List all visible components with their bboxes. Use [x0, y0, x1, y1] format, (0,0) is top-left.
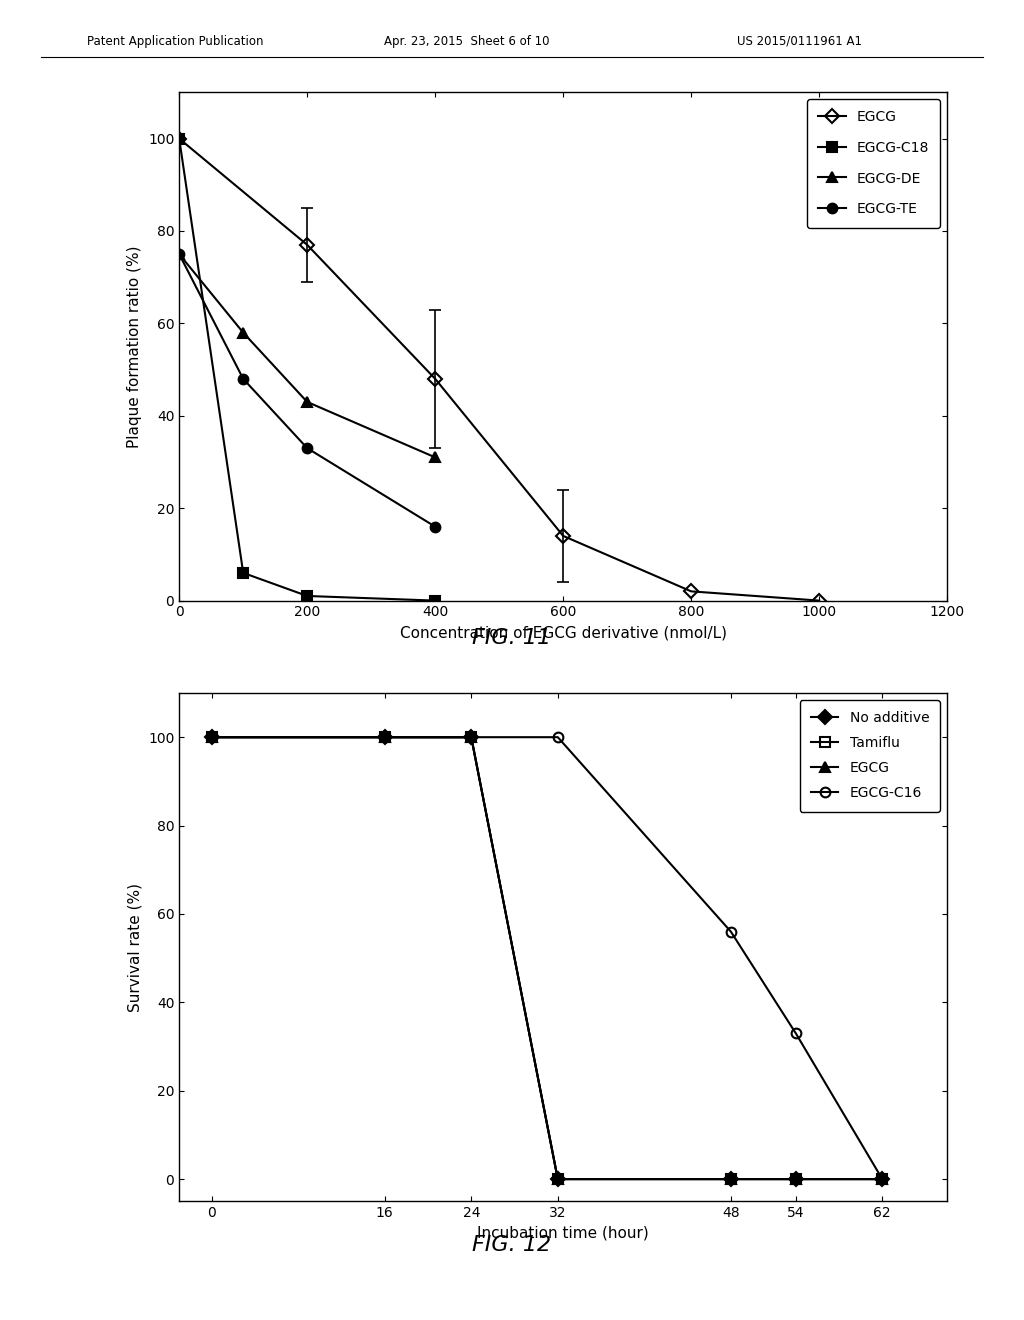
- EGCG-C18: [301, 587, 313, 603]
- Tamiflu: [725, 1171, 737, 1187]
- Line: EGCG: EGCG: [207, 733, 887, 1184]
- EGCG-C16: [379, 729, 391, 744]
- No additive: [790, 1171, 802, 1187]
- EGCG: [429, 371, 441, 387]
- Line: EGCG-DE: EGCG-DE: [174, 249, 440, 462]
- Line: Tamiflu: Tamiflu: [207, 733, 887, 1184]
- EGCG-C16: [552, 729, 564, 744]
- Text: FIG. 12: FIG. 12: [472, 1236, 552, 1255]
- Line: EGCG-C16: EGCG-C16: [207, 733, 887, 1184]
- Tamiflu: [465, 729, 477, 744]
- Text: US 2015/0111961 A1: US 2015/0111961 A1: [737, 34, 862, 48]
- Text: Apr. 23, 2015  Sheet 6 of 10: Apr. 23, 2015 Sheet 6 of 10: [384, 34, 550, 48]
- No additive: [877, 1171, 889, 1187]
- EGCG-C18: [237, 565, 250, 581]
- Legend: No additive, Tamiflu, EGCG, EGCG-C16: No additive, Tamiflu, EGCG, EGCG-C16: [800, 700, 940, 812]
- Line: EGCG: EGCG: [174, 133, 824, 606]
- EGCG: [552, 1171, 564, 1187]
- EGCG: [725, 1171, 737, 1187]
- X-axis label: Concentration of EGCG derivative (nmol/L): Concentration of EGCG derivative (nmol/L…: [399, 624, 727, 640]
- Line: EGCG-TE: EGCG-TE: [174, 249, 440, 532]
- No additive: [379, 729, 391, 744]
- Tamiflu: [552, 1171, 564, 1187]
- Line: EGCG-C18: EGCG-C18: [174, 133, 440, 606]
- No additive: [206, 729, 218, 744]
- Line: No additive: No additive: [207, 733, 887, 1184]
- Text: Patent Application Publication: Patent Application Publication: [87, 34, 263, 48]
- No additive: [465, 729, 477, 744]
- EGCG: [465, 729, 477, 744]
- EGCG-DE: [173, 246, 185, 261]
- EGCG-TE: [173, 246, 185, 261]
- EGCG: [685, 583, 697, 599]
- EGCG: [877, 1171, 889, 1187]
- EGCG-C18: [173, 131, 185, 147]
- X-axis label: Incubation time (hour): Incubation time (hour): [477, 1225, 649, 1241]
- EGCG-C18: [429, 593, 441, 609]
- No additive: [552, 1171, 564, 1187]
- Text: FIG. 11: FIG. 11: [472, 628, 552, 648]
- EGCG: [206, 729, 218, 744]
- EGCG: [790, 1171, 802, 1187]
- Tamiflu: [206, 729, 218, 744]
- EGCG-C16: [725, 924, 737, 940]
- Tamiflu: [790, 1171, 802, 1187]
- EGCG-DE: [237, 325, 250, 341]
- EGCG-TE: [301, 440, 313, 455]
- EGCG-DE: [429, 449, 441, 465]
- EGCG: [173, 131, 185, 147]
- Tamiflu: [877, 1171, 889, 1187]
- EGCG: [557, 528, 569, 544]
- EGCG-TE: [429, 519, 441, 535]
- EGCG-C16: [790, 1026, 802, 1041]
- EGCG: [301, 236, 313, 252]
- EGCG-TE: [237, 371, 250, 387]
- Tamiflu: [379, 729, 391, 744]
- Legend: EGCG, EGCG-C18, EGCG-DE, EGCG-TE: EGCG, EGCG-C18, EGCG-DE, EGCG-TE: [807, 99, 940, 227]
- Y-axis label: Plaque formation ratio (%): Plaque formation ratio (%): [127, 246, 142, 447]
- EGCG-DE: [301, 393, 313, 409]
- EGCG: [813, 593, 825, 609]
- No additive: [725, 1171, 737, 1187]
- EGCG-C16: [465, 729, 477, 744]
- EGCG-C16: [206, 729, 218, 744]
- EGCG-C16: [877, 1171, 889, 1187]
- EGCG: [379, 729, 391, 744]
- Y-axis label: Survival rate (%): Survival rate (%): [127, 883, 142, 1011]
